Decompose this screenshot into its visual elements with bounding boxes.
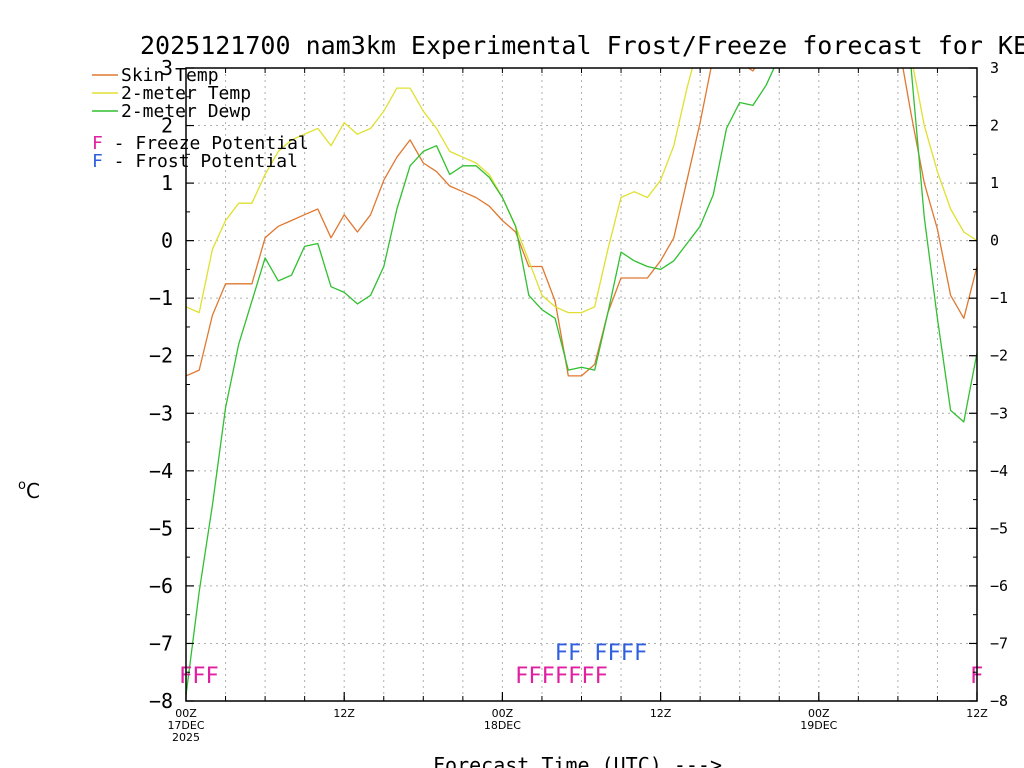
grid-lines — [186, 68, 977, 701]
legend-entry-label: Skin Temp — [121, 65, 219, 86]
potential-legend-letter: F — [92, 151, 103, 172]
frost-potential-marker: FFFF — [594, 641, 647, 666]
x-axis-label: Forecast Time (UTC) ---> — [433, 753, 722, 768]
x-tick-label: 17DEC — [167, 719, 204, 732]
y-axis-label-degree: o — [18, 478, 26, 493]
y-tick-label-right: 0 — [990, 232, 999, 250]
y-tick-label-right: −1 — [990, 289, 1008, 307]
y-tick-label: 2 — [161, 114, 173, 138]
potential-legend-label: - Freeze Potential — [103, 133, 309, 154]
legend-entry-label: 2-meter Dewp — [121, 101, 251, 122]
series-line-skin-temp — [186, 68, 977, 377]
y-tick-label: 0 — [161, 229, 173, 253]
series-line-2-meter-dewp — [186, 68, 977, 696]
potential-legend-letter: F — [92, 133, 103, 154]
y-tick-label: −8 — [149, 689, 173, 713]
y-tick-label-right: −7 — [990, 634, 1008, 652]
y-tick-label: −1 — [149, 286, 173, 310]
x-tick-label: 00Z — [492, 707, 514, 720]
y-tick-label-right: −4 — [990, 462, 1008, 480]
y-tick-label: −3 — [149, 401, 173, 425]
y-tick-label-right: 3 — [990, 59, 999, 77]
y-axis-label-unit: C — [26, 479, 40, 503]
series-layer — [186, 68, 977, 696]
y-tick-label: −5 — [149, 516, 173, 540]
freeze-potential-marker: FFF — [179, 664, 219, 689]
y-tick-label: 3 — [161, 56, 173, 80]
y-tick-label-right: −2 — [990, 347, 1008, 365]
y-tick-label-right: 1 — [990, 174, 999, 192]
potential-legend-entry: F - Frost Potential — [92, 151, 298, 172]
chart-title: 2025121700 nam3km Experimental Frost/Fre… — [140, 31, 1024, 60]
y-tick-label: −2 — [149, 344, 173, 368]
y-tick-label-right: −5 — [990, 519, 1008, 537]
potential-legend-entry: F - Freeze Potential — [92, 133, 309, 154]
freeze-potential-marker: FFFFFFF — [515, 664, 608, 689]
plot-frame — [185, 67, 978, 702]
y-tick-label: −6 — [149, 574, 173, 598]
series-line-2-meter-temp — [186, 68, 977, 314]
y-tick-label-right: 2 — [990, 117, 999, 135]
axis-ticks: −8 −8 −7 −7 −6 −6 −5 −5 −4 −4 −3 −3 −2 −2 −1 −1 0 0 1 1 2 2 3 3… — [149, 56, 1008, 744]
potential-legend-label: - Frost Potential — [103, 151, 298, 172]
x-tick-label: 00Z — [175, 707, 197, 720]
y-tick-label-right: −3 — [990, 404, 1008, 422]
y-tick-label: −4 — [149, 459, 173, 483]
y-axis-label: oC — [18, 478, 40, 503]
x-tick-label: 12Z — [650, 707, 672, 720]
frost-potential-marker: FF — [555, 641, 582, 666]
y-tick-label: 1 — [161, 171, 173, 195]
potential-markers: FFF FFFFFFF FFF FFFF — [179, 641, 983, 689]
x-tick-label: 12Z — [333, 707, 355, 720]
x-tick-label: 12Z — [966, 707, 988, 720]
y-tick-label-right: −6 — [990, 577, 1008, 595]
legend-entry-label: 2-meter Temp — [121, 83, 251, 104]
y-tick-label: −7 — [149, 631, 173, 655]
x-tick-label: 19DEC — [800, 719, 837, 732]
y-tick-label-right: −8 — [990, 692, 1008, 710]
x-tick-label: 2025 — [172, 731, 200, 744]
x-tick-label: 18DEC — [484, 719, 521, 732]
x-tick-label: 00Z — [808, 707, 830, 720]
